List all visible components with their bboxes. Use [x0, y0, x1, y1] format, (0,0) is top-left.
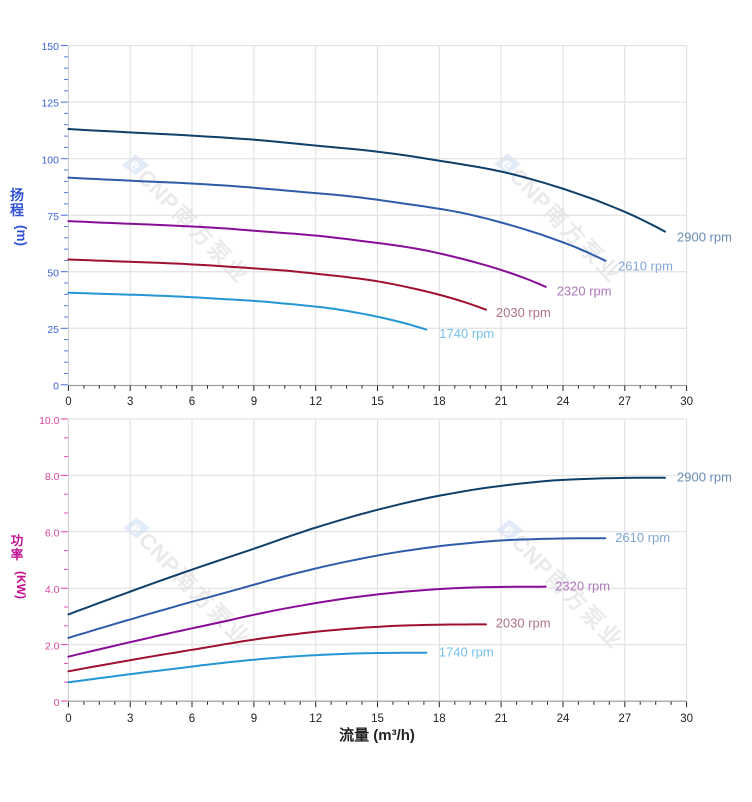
svg-text:30: 30: [680, 396, 693, 408]
svg-text:15: 15: [371, 713, 384, 725]
svg-text:0: 0: [53, 380, 59, 392]
svg-text:15: 15: [371, 396, 384, 408]
svg-text:25: 25: [47, 324, 59, 336]
svg-text:18: 18: [433, 713, 446, 725]
svg-text:4.0: 4.0: [45, 584, 60, 596]
svg-text:18: 18: [433, 396, 446, 408]
svg-text:24: 24: [557, 713, 570, 725]
svg-text:3: 3: [127, 396, 133, 408]
svg-text:0: 0: [65, 713, 71, 725]
svg-text:100: 100: [41, 154, 59, 166]
svg-text:12: 12: [309, 713, 322, 725]
svg-text:(m): (m): [14, 225, 29, 246]
svg-text:27: 27: [618, 396, 631, 408]
svg-text:流量 (m³/h): 流量 (m³/h): [339, 726, 415, 744]
svg-text:21: 21: [495, 713, 508, 725]
svg-text:6.0: 6.0: [45, 528, 60, 540]
svg-text:9: 9: [251, 396, 257, 408]
svg-text:2610 rpm: 2610 rpm: [618, 258, 673, 273]
svg-text:30: 30: [680, 713, 693, 725]
svg-text:率: 率: [11, 547, 24, 562]
svg-text:125: 125: [41, 98, 59, 110]
svg-text:2320 rpm: 2320 rpm: [555, 579, 610, 594]
svg-text:2.0: 2.0: [45, 640, 60, 652]
svg-text:0: 0: [54, 697, 60, 709]
svg-text:8.0: 8.0: [45, 471, 60, 483]
svg-text:10.0: 10.0: [39, 415, 60, 427]
svg-text:1740 rpm: 1740 rpm: [439, 645, 494, 660]
svg-text:75: 75: [47, 211, 59, 223]
svg-text:2900 rpm: 2900 rpm: [677, 470, 732, 485]
svg-text:程: 程: [10, 202, 24, 218]
svg-text:0: 0: [65, 396, 71, 408]
svg-text:2030 rpm: 2030 rpm: [496, 615, 551, 630]
svg-text:2320 rpm: 2320 rpm: [557, 284, 612, 299]
svg-text:2030 rpm: 2030 rpm: [496, 305, 551, 320]
svg-text:2900 rpm: 2900 rpm: [677, 229, 732, 244]
svg-text:50: 50: [47, 267, 59, 279]
svg-text:扬: 扬: [10, 187, 24, 203]
svg-text:3: 3: [127, 713, 133, 725]
svg-text:9: 9: [251, 713, 257, 725]
svg-text:1740 rpm: 1740 rpm: [439, 326, 494, 341]
svg-text:功: 功: [11, 533, 24, 548]
svg-text:150: 150: [41, 41, 59, 53]
svg-text:21: 21: [495, 396, 508, 408]
svg-text:(KW): (KW): [14, 571, 28, 599]
svg-text:2610 rpm: 2610 rpm: [615, 530, 670, 545]
svg-text:24: 24: [557, 396, 570, 408]
svg-text:6: 6: [189, 396, 195, 408]
svg-text:6: 6: [189, 713, 195, 725]
svg-text:12: 12: [309, 396, 322, 408]
svg-text:27: 27: [618, 713, 631, 725]
